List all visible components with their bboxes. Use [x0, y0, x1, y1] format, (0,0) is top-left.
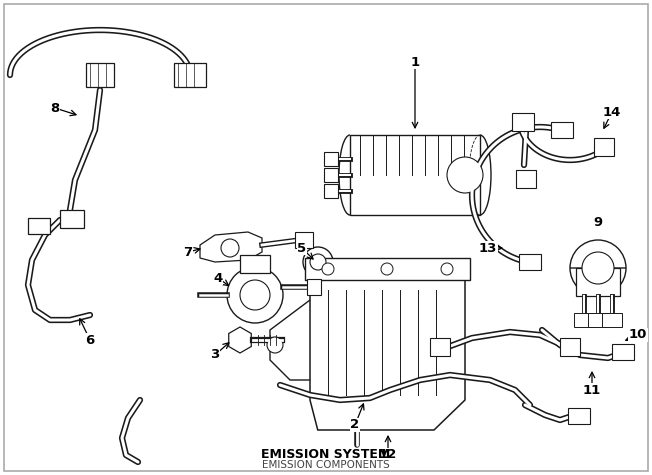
Text: EMISSION COMPONENTS: EMISSION COMPONENTS [262, 460, 390, 470]
Text: 3: 3 [211, 349, 220, 361]
Bar [295, 232, 313, 248]
Text: 2: 2 [350, 418, 359, 431]
Bar [520, 254, 541, 270]
Bar [568, 408, 590, 424]
Wedge shape [570, 268, 626, 296]
Circle shape [303, 247, 333, 277]
Circle shape [267, 337, 283, 353]
Polygon shape [200, 232, 262, 262]
Text: 12: 12 [379, 448, 397, 462]
Text: 14: 14 [603, 105, 621, 118]
Bar [602, 313, 622, 327]
Bar [307, 279, 321, 295]
Text: 10: 10 [629, 329, 647, 342]
Bar [240, 255, 270, 273]
Bar [305, 258, 470, 280]
Text: 1: 1 [411, 56, 420, 68]
Text: EMISSION SYSTEM: EMISSION SYSTEM [261, 448, 391, 462]
Circle shape [447, 157, 483, 193]
Bar [324, 184, 338, 198]
Text: 9: 9 [593, 216, 602, 228]
Polygon shape [310, 280, 465, 430]
Text: 5: 5 [297, 241, 306, 255]
Text: 7: 7 [183, 246, 192, 258]
Text: 11: 11 [583, 383, 601, 397]
Text: 13: 13 [479, 241, 497, 255]
Bar [28, 218, 50, 234]
Bar [612, 344, 634, 360]
Bar [595, 138, 614, 156]
Circle shape [221, 239, 239, 257]
Bar [512, 113, 534, 131]
Circle shape [322, 263, 334, 275]
Circle shape [441, 263, 453, 275]
Text: 4: 4 [213, 272, 222, 285]
Bar [60, 210, 84, 228]
Bar [86, 63, 114, 87]
Bar [324, 168, 338, 182]
Bar [574, 313, 594, 327]
Bar [324, 152, 338, 166]
Circle shape [227, 267, 283, 323]
Polygon shape [229, 327, 251, 353]
Bar [588, 313, 608, 327]
Bar [174, 63, 206, 87]
Bar [576, 268, 620, 296]
Circle shape [240, 280, 270, 310]
Bar [551, 123, 573, 138]
Circle shape [310, 254, 326, 270]
Text: 6: 6 [85, 333, 95, 346]
Bar [516, 170, 536, 188]
Text: 8: 8 [50, 102, 59, 114]
Circle shape [381, 263, 393, 275]
Bar [560, 338, 580, 356]
Bar [430, 338, 450, 356]
Circle shape [582, 252, 614, 284]
Bar [350, 135, 480, 215]
